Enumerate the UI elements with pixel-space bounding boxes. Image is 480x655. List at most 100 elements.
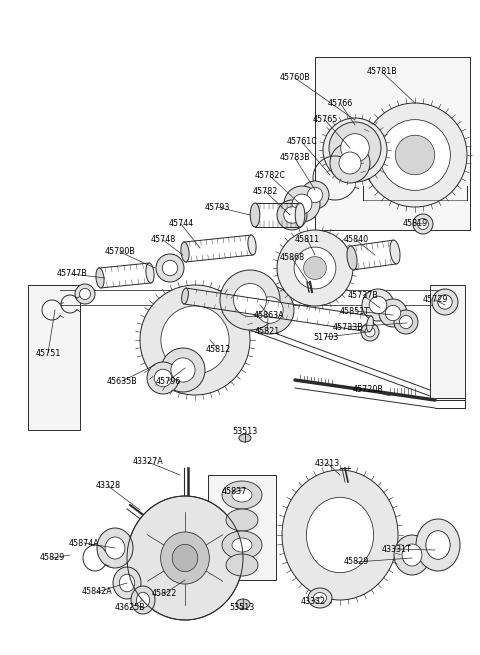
- Text: 45822: 45822: [151, 590, 177, 599]
- Ellipse shape: [140, 285, 250, 395]
- Text: 45783B: 45783B: [280, 153, 311, 162]
- Text: 45744: 45744: [168, 219, 193, 229]
- Ellipse shape: [323, 118, 387, 182]
- Ellipse shape: [367, 316, 373, 332]
- Ellipse shape: [341, 134, 369, 162]
- Text: 45761C: 45761C: [287, 138, 317, 147]
- Ellipse shape: [154, 369, 172, 387]
- Ellipse shape: [222, 531, 262, 559]
- Ellipse shape: [394, 535, 430, 575]
- Text: 45781B: 45781B: [367, 67, 397, 77]
- Ellipse shape: [334, 129, 376, 171]
- Text: 43213: 43213: [314, 458, 339, 468]
- Ellipse shape: [257, 297, 283, 323]
- Ellipse shape: [307, 187, 323, 202]
- Ellipse shape: [438, 295, 452, 309]
- Ellipse shape: [438, 295, 452, 309]
- Ellipse shape: [161, 348, 205, 392]
- Ellipse shape: [250, 203, 260, 227]
- Ellipse shape: [127, 496, 243, 620]
- Ellipse shape: [306, 497, 373, 572]
- Ellipse shape: [233, 284, 266, 316]
- Text: 45851T: 45851T: [340, 307, 370, 316]
- Ellipse shape: [277, 200, 307, 230]
- Ellipse shape: [361, 323, 379, 341]
- Ellipse shape: [330, 143, 370, 183]
- Text: 45765: 45765: [312, 115, 338, 124]
- Text: 45837: 45837: [221, 487, 247, 496]
- Ellipse shape: [96, 268, 104, 288]
- Ellipse shape: [304, 257, 326, 280]
- Text: 43625B: 43625B: [115, 603, 145, 612]
- Text: 53513: 53513: [232, 428, 258, 436]
- Text: 45782C: 45782C: [254, 172, 286, 181]
- Text: 45782: 45782: [252, 187, 278, 195]
- Ellipse shape: [120, 574, 135, 592]
- Ellipse shape: [156, 254, 184, 282]
- Ellipse shape: [282, 470, 398, 600]
- Ellipse shape: [313, 593, 326, 603]
- Ellipse shape: [236, 599, 250, 609]
- Text: 45733B: 45733B: [333, 322, 363, 331]
- Ellipse shape: [395, 135, 435, 175]
- Ellipse shape: [136, 592, 150, 608]
- Ellipse shape: [416, 519, 460, 571]
- Text: 51703: 51703: [313, 333, 338, 341]
- Ellipse shape: [277, 230, 353, 306]
- Ellipse shape: [329, 122, 381, 174]
- Ellipse shape: [294, 247, 336, 289]
- Text: 45790B: 45790B: [105, 248, 135, 257]
- Polygon shape: [28, 285, 80, 430]
- Text: 45720B: 45720B: [353, 386, 384, 394]
- Text: 45793: 45793: [204, 202, 230, 212]
- Ellipse shape: [347, 246, 357, 270]
- Text: 43328: 43328: [96, 481, 120, 491]
- Ellipse shape: [413, 214, 433, 234]
- Text: 45868: 45868: [279, 253, 305, 263]
- Ellipse shape: [75, 284, 95, 304]
- Ellipse shape: [161, 306, 229, 374]
- Ellipse shape: [222, 481, 262, 509]
- Ellipse shape: [147, 362, 179, 394]
- Ellipse shape: [295, 203, 305, 227]
- Ellipse shape: [258, 298, 282, 322]
- Ellipse shape: [363, 103, 467, 207]
- Text: 43331T: 43331T: [382, 544, 412, 553]
- Text: 45737B: 45737B: [348, 291, 378, 299]
- Ellipse shape: [426, 531, 450, 559]
- Text: 45829: 45829: [343, 557, 369, 567]
- Ellipse shape: [181, 242, 189, 262]
- Text: 45829: 45829: [39, 553, 65, 563]
- Ellipse shape: [172, 544, 198, 572]
- Polygon shape: [315, 57, 470, 230]
- Text: 45796: 45796: [156, 377, 180, 386]
- Ellipse shape: [97, 528, 133, 568]
- Text: 45760B: 45760B: [280, 73, 311, 83]
- Text: 43332: 43332: [300, 597, 325, 605]
- Ellipse shape: [226, 554, 258, 576]
- Text: 45751: 45751: [36, 348, 60, 358]
- Ellipse shape: [232, 538, 252, 552]
- Ellipse shape: [339, 152, 361, 174]
- Text: 45840: 45840: [343, 236, 369, 244]
- Ellipse shape: [246, 286, 294, 334]
- Ellipse shape: [369, 296, 387, 314]
- Text: 45635B: 45635B: [107, 377, 137, 386]
- Ellipse shape: [399, 316, 413, 329]
- Ellipse shape: [161, 532, 209, 584]
- Ellipse shape: [390, 240, 400, 264]
- Ellipse shape: [284, 186, 320, 222]
- Text: 45819: 45819: [402, 219, 428, 227]
- Ellipse shape: [105, 537, 125, 559]
- Ellipse shape: [162, 260, 178, 276]
- Text: 45821: 45821: [254, 326, 280, 335]
- Ellipse shape: [181, 288, 188, 304]
- Ellipse shape: [308, 588, 332, 608]
- Ellipse shape: [385, 305, 401, 321]
- Text: 45748: 45748: [150, 236, 176, 244]
- Ellipse shape: [418, 219, 429, 229]
- Text: 45747B: 45747B: [57, 269, 87, 278]
- Polygon shape: [430, 285, 465, 400]
- Ellipse shape: [426, 531, 450, 559]
- Ellipse shape: [248, 235, 256, 255]
